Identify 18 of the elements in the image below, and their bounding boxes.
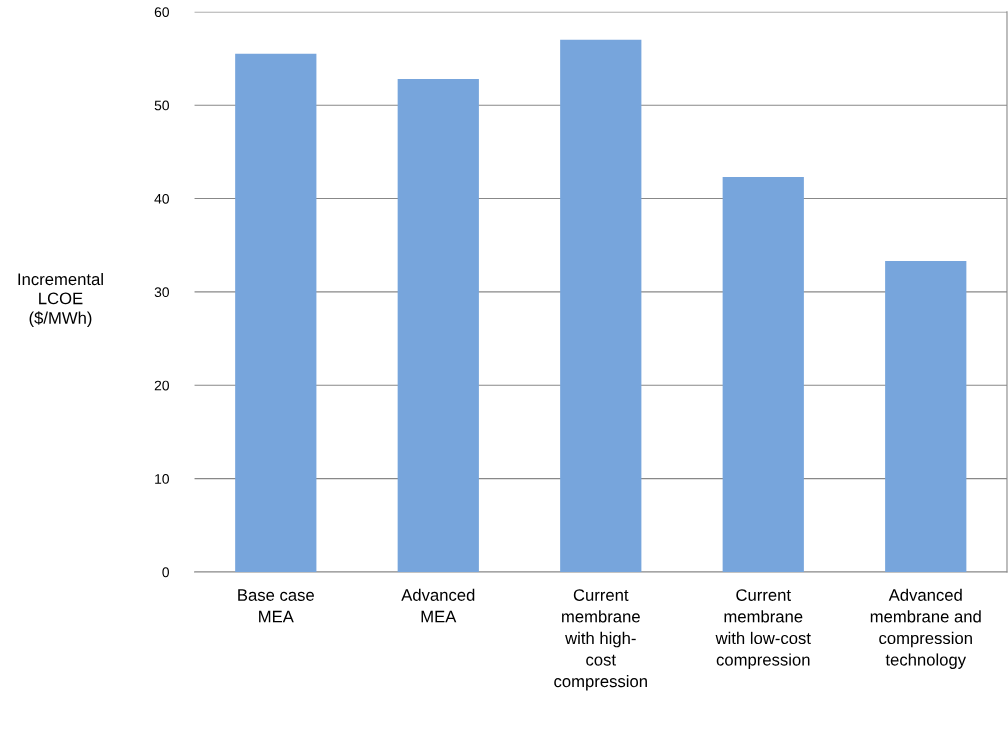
bar xyxy=(397,79,479,573)
y-tick-label: 60 xyxy=(154,7,169,18)
x-tick-label: Current membrane with high- cost compression xyxy=(554,589,647,691)
x-tick-label: Base case MEA xyxy=(238,589,314,623)
y-axis-title: Incremental LCOE ($/MWh) xyxy=(18,272,103,328)
bar xyxy=(885,261,967,573)
bar xyxy=(560,39,642,573)
y-tick-label: 10 xyxy=(155,473,169,484)
x-tick-label: Advanced membrane and compression technology xyxy=(870,588,981,669)
y-tick-label: 20 xyxy=(154,380,169,391)
bar xyxy=(235,53,317,573)
bar xyxy=(722,177,804,573)
y-tick-label: 0 xyxy=(162,567,169,578)
x-tick-label: Advanced MEA xyxy=(401,588,475,623)
y-tick-label: 30 xyxy=(154,287,169,298)
x-tick-label: Current membrane with low-cost compression xyxy=(715,589,811,669)
y-tick-label: 50 xyxy=(154,100,169,111)
y-tick-label: 40 xyxy=(154,193,169,204)
